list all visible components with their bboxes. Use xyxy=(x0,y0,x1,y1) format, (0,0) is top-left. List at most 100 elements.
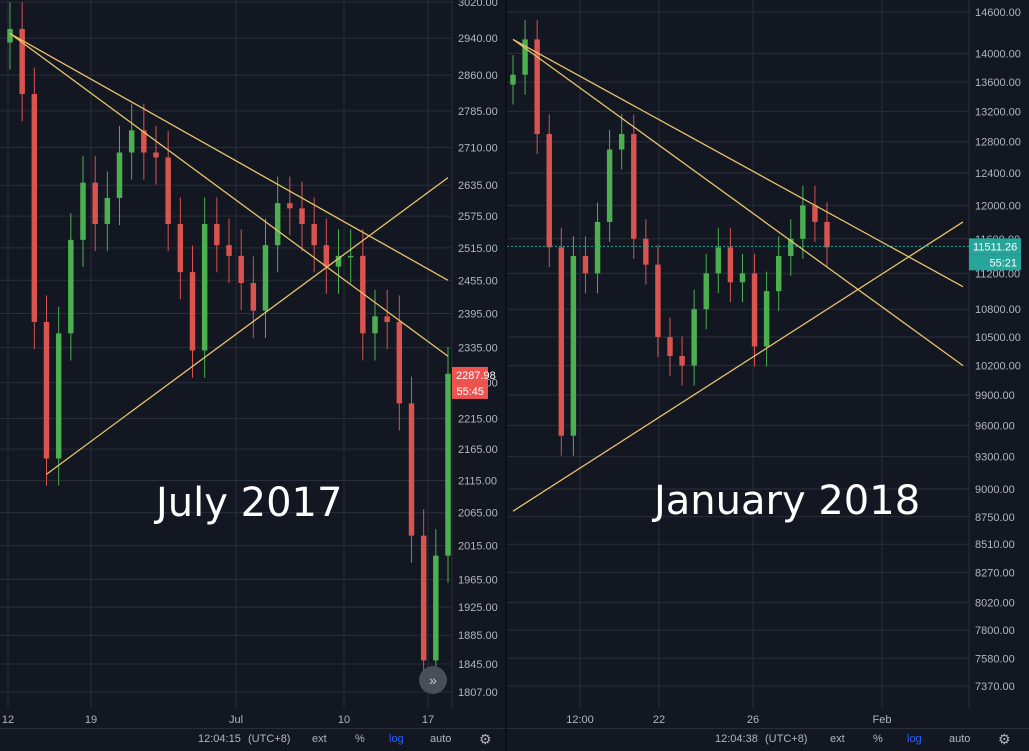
y-tick-label: 8020.00 xyxy=(975,598,1015,610)
current-price-label: 11511.26 xyxy=(973,241,1017,253)
percent-scale-toggle[interactable]: % xyxy=(873,733,883,745)
gear-icon[interactable]: ⚙ xyxy=(998,731,1011,747)
candle-body xyxy=(606,149,613,222)
y-tick-label: 2635.00 xyxy=(458,180,498,192)
candle-body xyxy=(618,134,625,150)
candle-body xyxy=(7,28,13,43)
y-tick-label: 14000.00 xyxy=(975,48,1021,60)
candle-body xyxy=(360,255,366,334)
y-tick-label: 2710.00 xyxy=(458,143,498,155)
x-tick-label: 26 xyxy=(747,714,759,726)
ext-toggle[interactable]: ext xyxy=(830,733,845,745)
gear-icon[interactable]: ⚙ xyxy=(479,731,492,747)
candle-body xyxy=(631,134,637,239)
candle-body xyxy=(763,291,770,347)
y-tick-label: 9000.00 xyxy=(975,484,1015,496)
log-scale-toggle[interactable]: log xyxy=(907,733,922,745)
candle-body xyxy=(68,239,74,334)
auto-scale-toggle[interactable]: auto xyxy=(430,733,452,745)
trendline xyxy=(512,221,964,512)
candle-body xyxy=(250,283,257,311)
chart-canvas-left[interactable]: 3020.00 2940.00 2860.00 2785.00 2710.00 2635.… xyxy=(0,0,505,729)
candle-body xyxy=(116,152,123,199)
candle-body xyxy=(335,255,342,267)
ext-toggle[interactable]: ext xyxy=(312,733,327,745)
y-tick-label: 10200.00 xyxy=(975,361,1021,373)
candle-body xyxy=(372,316,378,334)
y-tick-label: 7580.00 xyxy=(975,653,1015,665)
bottom-toolbar-right: 12:04:38 (UTC+8) ext % log auto ⚙ xyxy=(507,728,1029,751)
chart-label: January 2018 xyxy=(654,478,921,524)
current-price-label: 2287.98 xyxy=(456,370,496,382)
y-tick-label: 1885.00 xyxy=(458,630,498,642)
auto-scale-toggle[interactable]: auto xyxy=(949,733,971,745)
y-tick-label: 7370.00 xyxy=(975,681,1015,693)
candle-body xyxy=(55,333,62,459)
candle-body xyxy=(201,224,208,351)
trendline xyxy=(9,32,449,281)
candle-body xyxy=(311,224,317,246)
y-tick-label: 8750.00 xyxy=(975,512,1015,524)
candle-body xyxy=(104,198,111,225)
y-tick-label: 2860.00 xyxy=(458,70,498,82)
y-tick-label: 2515.00 xyxy=(458,243,498,255)
y-tick-label: 2335.00 xyxy=(458,343,498,355)
percent-scale-toggle[interactable]: % xyxy=(355,733,365,745)
chart-label: July 2017 xyxy=(156,480,343,526)
candle-body xyxy=(31,94,38,322)
candle-body xyxy=(703,273,709,310)
log-scale-toggle[interactable]: log xyxy=(389,733,404,745)
candle-body xyxy=(739,273,746,283)
trendline xyxy=(9,32,449,357)
y-tick-label: 1807.00 xyxy=(458,687,498,699)
y-tick-label: 10800.00 xyxy=(975,304,1021,316)
candle-body xyxy=(323,245,330,267)
candle-body xyxy=(775,255,782,292)
candle-body xyxy=(691,309,697,366)
y-tick-label: 13200.00 xyxy=(975,106,1021,118)
candle-body xyxy=(715,247,722,274)
price-label-bg xyxy=(452,366,488,383)
candle-body xyxy=(80,182,86,240)
trendline xyxy=(46,177,449,475)
candle-body xyxy=(679,355,685,366)
timezone-button[interactable]: (UTC+8) xyxy=(248,733,291,745)
y-tick-label: 1925.00 xyxy=(458,602,498,614)
x-tick-label: Feb xyxy=(873,714,892,726)
candle-body xyxy=(546,134,552,248)
trendline xyxy=(512,38,964,288)
y-tick-label: 2115.00 xyxy=(458,476,497,488)
candle-body xyxy=(643,238,649,265)
y-tick-label: 1845.00 xyxy=(458,659,498,671)
y-tick-label: 11200.00 xyxy=(975,268,1020,280)
candle-body xyxy=(141,130,147,153)
chart-canvas-right[interactable]: 14600.00 14000.00 13600.00 13200.00 12800.00… xyxy=(507,0,1029,729)
chart-panel-january-2018[interactable]: 14600.00 14000.00 13600.00 13200.00 12800.00… xyxy=(507,0,1029,751)
candle-body xyxy=(274,203,281,246)
bottom-toolbar-left: 12:04:15 (UTC+8) ext % log auto ⚙ xyxy=(0,728,505,751)
clock-time: 12:04:38 xyxy=(715,733,758,745)
candle-body xyxy=(347,255,354,258)
candle-body xyxy=(92,182,98,225)
y-tick-label: 12400.00 xyxy=(975,168,1021,180)
scroll-to-realtime-button[interactable]: » xyxy=(419,666,447,694)
y-tick-label: 2165.00 xyxy=(458,444,498,456)
candle-body xyxy=(510,74,516,85)
countdown-label: 55:21 xyxy=(989,257,1017,269)
candle-body xyxy=(189,272,196,351)
candle-body xyxy=(299,208,305,225)
chart-panel-july-2017[interactable]: 3020.00 2940.00 2860.00 2785.00 2710.00 2635.… xyxy=(0,0,505,751)
y-tick-label: 12000.00 xyxy=(975,200,1021,212)
y-tick-label: 2215.00 xyxy=(458,413,498,425)
candle-body xyxy=(128,130,135,153)
candle-body xyxy=(751,273,758,347)
candle-body xyxy=(153,152,159,158)
y-tick-label: 12800.00 xyxy=(975,137,1021,149)
timezone-button[interactable]: (UTC+8) xyxy=(765,733,808,745)
candle-body xyxy=(800,205,806,239)
y-tick-label: 1965.00 xyxy=(458,574,498,586)
candle-body xyxy=(420,535,427,661)
y-tick-label: 10500.00 xyxy=(975,332,1021,344)
candle-body xyxy=(445,373,451,556)
y-tick-label: 2395.00 xyxy=(458,309,498,321)
